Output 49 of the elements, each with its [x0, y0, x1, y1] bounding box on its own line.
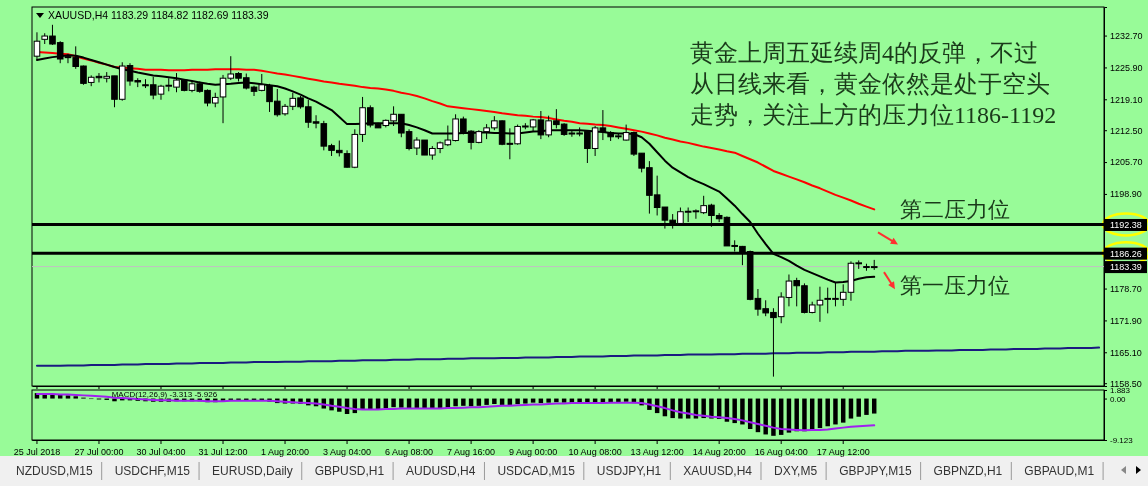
x-tick-label: 10 Aug 08:00 — [568, 447, 622, 458]
tab: USDJPY,H1 — [596, 461, 671, 481]
annotation: 走势，关注上方的压力位1186-1192 — [690, 102, 1057, 128]
y-tick-label: 1178.70 — [1110, 283, 1142, 294]
y-tick-label: 1198.90 — [1110, 189, 1142, 200]
tab: USDCAD,M15 — [497, 461, 585, 481]
x-tick-label: 3 Aug 04:00 — [323, 447, 372, 458]
y-tick-label: 1186.26 — [1110, 248, 1142, 259]
tab: GBPUSD,H1 — [314, 461, 394, 481]
tab: USDCHF,M15 — [114, 461, 200, 481]
x-tick-label: 30 Jul 04:00 — [136, 447, 186, 458]
x-tick-label: 13 Aug 12:00 — [630, 447, 684, 458]
x-tick-label: 25 Jul 2018 — [13, 447, 61, 458]
y-tick-label: 1165.10 — [1110, 347, 1142, 358]
x-tick-label: 27 Jul 00:00 — [74, 447, 124, 458]
x-tick-label: 31 Jul 12:00 — [198, 447, 248, 458]
x-tick-label: 7 Aug 16:00 — [447, 447, 496, 458]
y-tick-label: 1232.70 — [1110, 30, 1143, 41]
tab: NZDUSD,M15 — [16, 461, 103, 481]
y-tick-label: 1192.38 — [1110, 219, 1142, 230]
x-tick-label: 14 Aug 20:00 — [692, 447, 746, 458]
chart-title: XAUUSD,H4 1183.29 1184.82 1182.69 1183.39 — [48, 9, 269, 21]
y-tick-label: 1171.90 — [1110, 315, 1142, 326]
x-tick-label: 17 Aug 12:00 — [816, 447, 870, 458]
x-tick-label: 6 Aug 08:00 — [385, 447, 434, 458]
y-tick-label: 1158.50 — [1110, 378, 1142, 389]
tab: EURUSD,Daily — [212, 461, 303, 481]
y-tick-label: 1212.50 — [1110, 125, 1143, 136]
tab: GBPNZD,H1 — [933, 461, 1012, 481]
tab: DXY,M5 — [774, 461, 827, 481]
y-tick-label: -9.123 — [1110, 436, 1134, 446]
tab: AUDUSD,H4 — [406, 461, 485, 481]
tab: GBPJPY,M15 — [839, 461, 922, 481]
y-tick-label: 1219.10 — [1110, 94, 1143, 105]
y-tick-label: 1183.39 — [1110, 261, 1142, 272]
y-tick-label: 1205.70 — [1110, 157, 1143, 168]
y-tick-label: 1225.90 — [1110, 62, 1143, 73]
annotation: 黄金上周五延续周4的反弹，不过 — [690, 40, 1038, 66]
x-tick-label: 16 Aug 04:00 — [754, 447, 808, 458]
y-tick-label: 0.00 — [1110, 394, 1127, 404]
x-tick-label: 1 Aug 20:00 — [261, 447, 310, 458]
ref-line-label: 第二压力位 — [900, 197, 1010, 223]
x-tick-label: 9 Aug 00:00 — [509, 447, 558, 458]
tab: GBPAUD,M1 — [1024, 461, 1104, 481]
tab: XAUUSD,H4 — [683, 461, 762, 481]
annotation: 从日线来看，黄金依然是处于空头 — [690, 71, 1050, 97]
ref-line-label: 第一压力位 — [900, 273, 1010, 299]
chart-title: MACD(12,26,9) -3.313 -5.926 — [111, 389, 218, 399]
y-tick-label: 1.883 — [1110, 386, 1131, 396]
